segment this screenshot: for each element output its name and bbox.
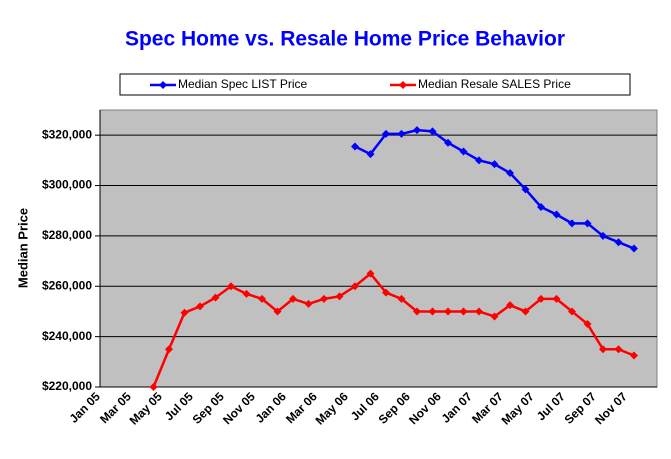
marker [475, 307, 483, 316]
marker [428, 307, 437, 316]
marker [459, 147, 468, 156]
marker [521, 307, 530, 316]
marker [428, 127, 437, 136]
marker [180, 308, 189, 317]
marker [397, 294, 406, 303]
marker [227, 282, 235, 291]
marker [444, 307, 452, 316]
y-tick-label: $260,000 [42, 278, 92, 292]
marker [382, 288, 390, 297]
marker [444, 138, 452, 147]
plot-area [99, 109, 658, 388]
marker [614, 345, 623, 354]
marker [273, 307, 282, 316]
marker [258, 294, 266, 303]
marker [304, 299, 313, 308]
y-tick-label: $280,000 [42, 228, 92, 242]
y-tick-label: $240,000 [42, 329, 92, 343]
y-tick-label: $320,000 [42, 127, 92, 141]
marker [630, 351, 638, 360]
marker [242, 289, 251, 298]
marker [366, 269, 375, 278]
marker [630, 244, 638, 253]
y-tick-label: $220,000 [42, 379, 92, 393]
marker [614, 238, 623, 247]
y-axis-label: Median Price [15, 208, 30, 288]
marker [490, 312, 499, 321]
marker [196, 302, 204, 311]
marker [397, 129, 406, 138]
marker [413, 126, 421, 135]
marker [521, 185, 530, 194]
legend-marker [159, 81, 167, 89]
marker [583, 219, 592, 228]
y-tick-label: $300,000 [42, 178, 92, 192]
legend-marker [399, 81, 407, 89]
marker [165, 345, 173, 354]
marker [211, 293, 220, 302]
marker [537, 294, 545, 303]
marker [552, 210, 561, 219]
marker [459, 307, 468, 316]
marker [335, 292, 344, 301]
marker [568, 219, 576, 228]
marker [366, 150, 375, 159]
marker [475, 156, 483, 165]
marker [289, 294, 297, 303]
marker [351, 142, 359, 151]
marker [149, 383, 158, 391]
marker [506, 168, 514, 177]
marker [320, 294, 328, 303]
legend [119, 73, 631, 96]
legend-label: Median Spec LIST Price [178, 77, 308, 91]
marker [413, 307, 421, 316]
marker [568, 307, 576, 316]
marker [382, 129, 390, 138]
marker [599, 345, 607, 354]
marker [537, 202, 545, 211]
chart-title: Spec Home vs. Resale Home Price Behavior [125, 28, 565, 51]
legend-label: Median Resale SALES Price [418, 77, 571, 91]
marker [506, 301, 514, 310]
marker [599, 231, 607, 240]
marker [552, 294, 561, 303]
marker [351, 282, 359, 291]
marker [490, 160, 499, 169]
marker [583, 320, 592, 329]
